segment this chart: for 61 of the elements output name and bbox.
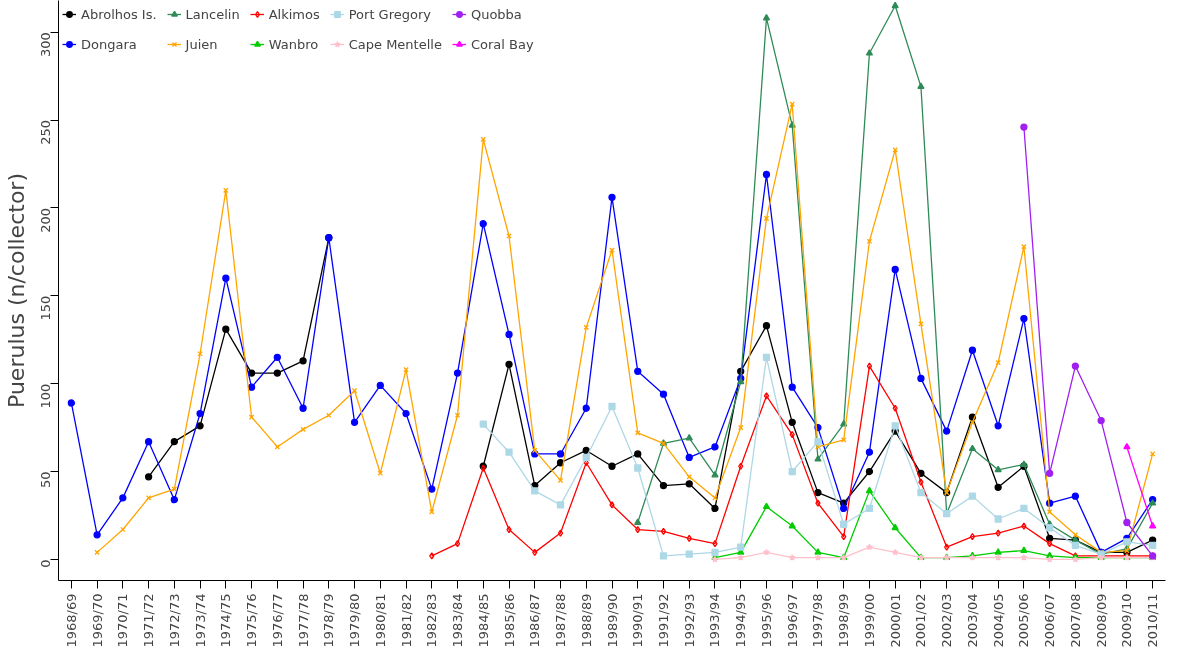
x-tick-label: 2006/07 xyxy=(1042,593,1058,648)
x-tick-label: 2002/03 xyxy=(939,593,955,648)
y-axis-title: Puerulus (n/collector) xyxy=(3,173,29,408)
legend-label: Dongara xyxy=(81,36,137,52)
x-tick-label: 1984/85 xyxy=(475,593,491,648)
x-tick-label: 1972/73 xyxy=(166,593,182,648)
x-tick-label: 1979/80 xyxy=(347,593,363,648)
x-tick-label: 1968/69 xyxy=(63,593,79,648)
y-tick-label: 150 xyxy=(38,295,53,321)
x-tick-label: 1986/87 xyxy=(527,593,543,648)
legend-label: Alkimos xyxy=(268,6,320,22)
y-tick-label: 50 xyxy=(38,471,53,489)
y-tick-label: 100 xyxy=(38,383,53,409)
legend-label: Abrolhos Is. xyxy=(81,6,157,22)
x-tick-label: 1983/84 xyxy=(450,593,466,648)
x-tick-label: 2008/09 xyxy=(1093,593,1109,648)
x-tick-label: 1975/76 xyxy=(244,593,260,648)
legend-label: Quobba xyxy=(470,6,522,22)
x-tick-label: 2005/06 xyxy=(1016,593,1032,648)
x-tick-label: 1987/88 xyxy=(553,593,569,648)
x-tick-label: 1980/81 xyxy=(372,593,388,648)
x-tick-label: 1970/71 xyxy=(115,593,131,648)
x-tick-label: 1976/77 xyxy=(269,593,285,648)
x-tick-label: 1997/98 xyxy=(810,593,826,648)
x-tick-label: 1998/99 xyxy=(836,593,852,648)
x-tick-label: 1992/93 xyxy=(681,593,697,648)
x-tick-label: 1982/83 xyxy=(424,593,440,648)
legend-label: Port Gregory xyxy=(348,6,431,22)
x-tick-label: 1995/96 xyxy=(758,593,774,648)
x-tick-label: 1999/00 xyxy=(861,593,877,648)
y-tick-label: 0 xyxy=(38,559,53,568)
x-tick-label: 1994/95 xyxy=(733,593,749,648)
x-tick-label: 1991/92 xyxy=(655,593,671,648)
legend-label: Wanbro xyxy=(268,36,319,52)
y-tick-label: 300 xyxy=(38,32,53,57)
legend-label: Juien xyxy=(185,36,218,52)
x-tick-label: 2007/08 xyxy=(1067,593,1083,648)
x-tick-label: 1989/90 xyxy=(604,593,620,648)
x-tick-label: 1985/86 xyxy=(501,593,517,648)
x-tick-label: 1996/97 xyxy=(784,593,800,648)
legend-label: Lancelin xyxy=(185,6,240,22)
x-tick-label: 1977/78 xyxy=(295,593,311,648)
x-tick-label: 2004/05 xyxy=(990,593,1006,648)
x-tick-label: 1981/82 xyxy=(398,593,414,648)
x-tick-label: 2000/01 xyxy=(887,593,903,648)
x-tick-label: 2009/10 xyxy=(1119,593,1135,648)
legend-label: Cape Mentelle xyxy=(348,36,442,52)
x-tick-label: 1973/74 xyxy=(192,593,208,648)
x-tick-label: 1993/94 xyxy=(707,593,723,648)
x-tick-label: 2001/02 xyxy=(913,593,929,648)
y-tick-label: 200 xyxy=(38,207,53,233)
y-tick-label: 250 xyxy=(38,120,53,145)
x-tick-label: 1974/75 xyxy=(218,593,234,648)
x-tick-label: 1971/72 xyxy=(141,593,157,648)
x-tick-label: 1990/91 xyxy=(630,593,646,648)
x-tick-label: 2003/04 xyxy=(964,593,980,648)
x-tick-label: 2010/11 xyxy=(1145,593,1161,648)
x-tick-label: 1978/79 xyxy=(321,593,337,648)
x-tick-label: 1969/70 xyxy=(89,593,105,648)
legend-label: Coral Bay xyxy=(470,36,534,52)
x-tick-label: 1988/89 xyxy=(578,593,594,648)
